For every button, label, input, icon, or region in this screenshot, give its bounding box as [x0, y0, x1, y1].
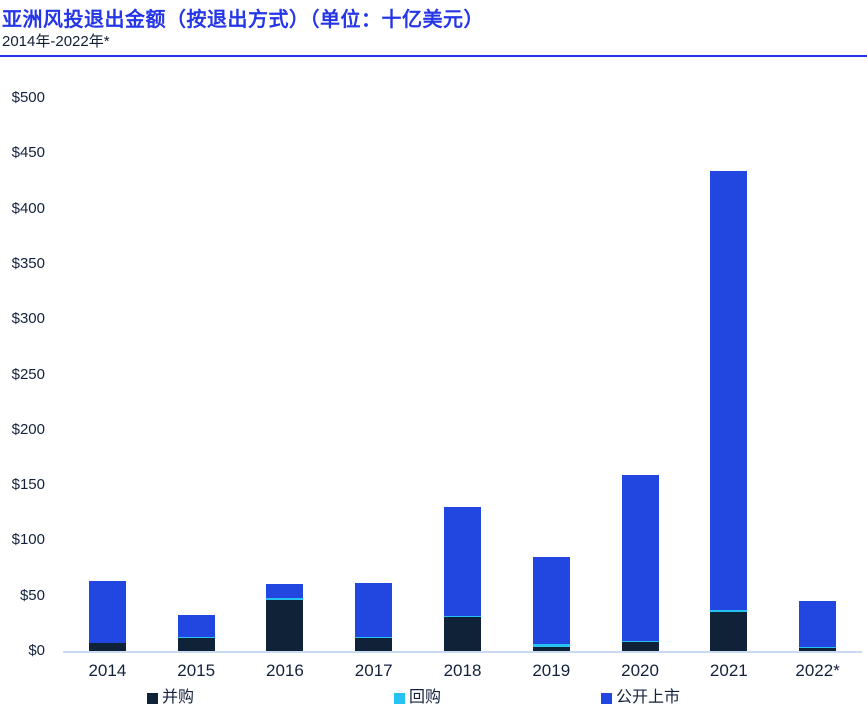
x-axis-label: 2021: [709, 661, 748, 680]
bar-segment-并购: [621, 641, 659, 651]
bar-segment-并购: [710, 612, 748, 651]
bar-segment-回购: [177, 637, 215, 638]
bar-2019: [532, 556, 570, 651]
y-axis-tick-label: $350: [11, 254, 45, 272]
y-axis-tick-label: $100: [11, 531, 45, 549]
bar-segment-公开上市: [532, 556, 570, 645]
x-axis-label: 2016: [266, 661, 304, 680]
bar-2016: [266, 583, 304, 651]
x-axis-line: [63, 651, 862, 653]
legend-swatch-icon: [394, 692, 405, 704]
legend-swatch-icon: [147, 692, 158, 704]
bar-segment-回购: [621, 641, 659, 642]
bar-segment-公开上市: [621, 475, 659, 642]
legend-label: 回购: [409, 689, 442, 706]
y-axis-tick-label: $0: [28, 642, 45, 659]
bar-segment-公开上市: [88, 581, 126, 643]
title-divider: [0, 55, 867, 57]
legend-label: 公开上市: [616, 689, 681, 706]
bar-2014: [88, 581, 126, 651]
legend-item-公开上市: 公开上市: [601, 690, 680, 706]
x-axis-label: 2018: [443, 661, 482, 680]
x-axis-label: 2019: [532, 661, 571, 680]
bar-2022*: [799, 601, 837, 651]
bar-2018: [444, 506, 481, 651]
bar-segment-并购: [177, 637, 215, 651]
bar-segment-并购: [88, 643, 126, 651]
y-axis-tick-label: $500: [11, 89, 45, 106]
bar-segment-并购: [532, 647, 570, 651]
bar-2017: [355, 583, 393, 651]
x-axis-label: 2015: [177, 661, 216, 680]
bar-2015: [177, 614, 215, 651]
legend-swatch-icon: [601, 692, 612, 704]
bar-segment-公开上市: [799, 601, 837, 648]
y-axis-tick-label: $150: [11, 476, 45, 494]
bar-segment-公开上市: [355, 583, 393, 638]
bar-segment-公开上市: [266, 583, 304, 598]
bar-segment-公开上市: [177, 614, 215, 638]
bar-segment-并购: [799, 647, 837, 651]
x-axis-label: 2022*: [795, 661, 840, 680]
y-axis-tick-label: $250: [11, 365, 45, 383]
y-axis-tick-label: $300: [11, 310, 45, 328]
legend-item-并购: 并购: [147, 690, 194, 706]
y-axis-tick-label: $200: [11, 420, 45, 438]
bar-segment-回购: [266, 597, 304, 601]
bar-segment-公开上市: [444, 506, 481, 616]
bar-2021: [710, 170, 748, 651]
x-axis-label: 2017: [354, 661, 393, 680]
legend-label: 并购: [162, 689, 195, 706]
page-title: 亚洲风投退出金额（按退出方式）（单位：十亿美元）: [2, 9, 484, 31]
bar-segment-并购: [355, 637, 393, 651]
page-subtitle: 2014年-2022年*: [2, 33, 110, 50]
x-axis-label: 2020: [621, 661, 659, 680]
bar-segment-回购: [444, 615, 481, 617]
bar-segment-回购: [710, 610, 748, 613]
bar-2020: [621, 475, 659, 651]
x-axis-label: 2014: [88, 661, 127, 680]
y-axis-tick-label: $50: [19, 586, 45, 604]
bar-segment-并购: [266, 600, 304, 651]
y-axis-tick-label: $450: [11, 144, 45, 162]
legend-item-回购: 回购: [394, 690, 441, 706]
bar-segment-公开上市: [710, 170, 748, 611]
y-axis-tick-label: $400: [11, 199, 45, 217]
bar-segment-并购: [444, 616, 481, 651]
bar-segment-回购: [532, 644, 570, 648]
